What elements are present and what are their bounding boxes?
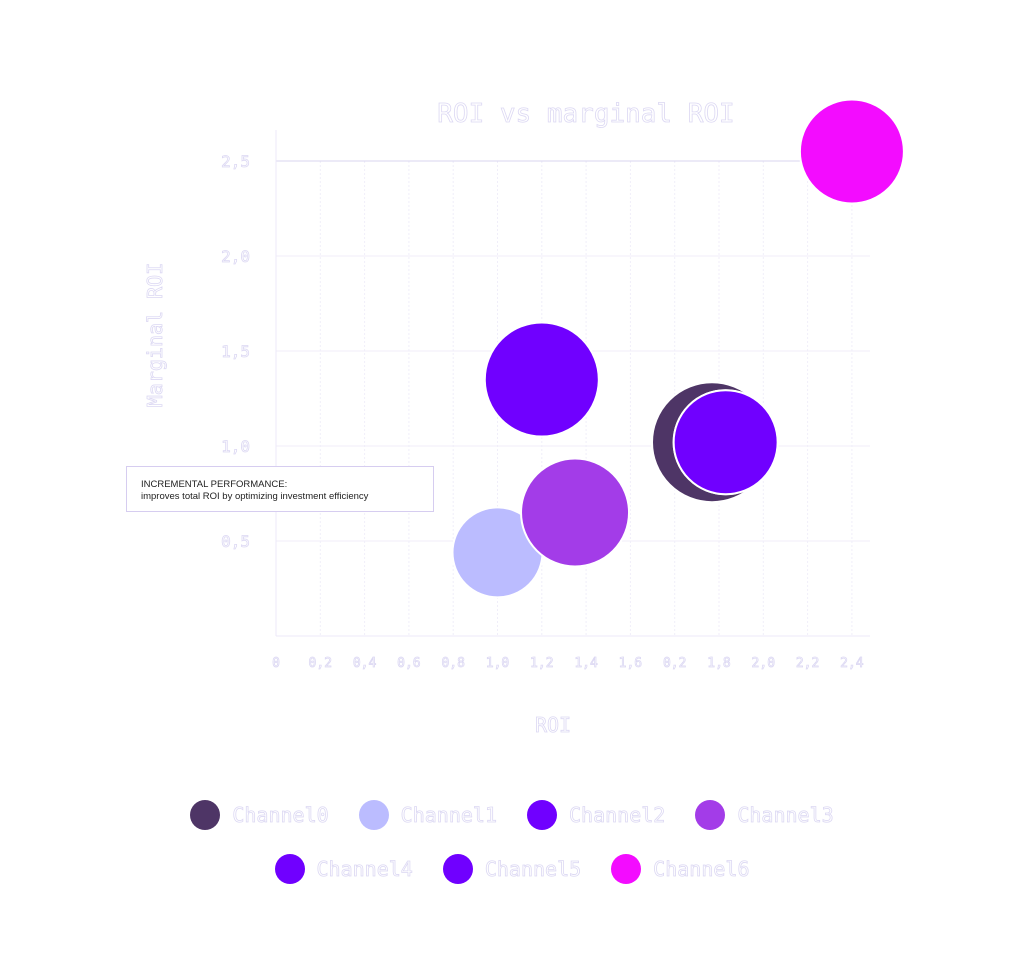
x-tick-label: 1,2 <box>530 656 553 671</box>
legend-item-channel0[interactable]: Channel0 <box>190 800 329 830</box>
bubble-channel5[interactable] <box>672 389 779 496</box>
annotation-title: INCREMENTAL PERFORMANCE: <box>141 479 288 490</box>
x-tick-label: 2,4 <box>840 656 864 671</box>
x-tick-label: 1,4 <box>574 656 598 671</box>
x-tick-label: 1,8 <box>707 656 730 671</box>
y-tick-label: 1,5 <box>221 342 250 361</box>
legend-marker-icon <box>442 854 473 884</box>
legend-label: Channel6 <box>653 857 750 882</box>
legend-row-1: Channel0 Channel1 Channel2 Channel3 <box>0 800 1024 830</box>
legend-marker-icon <box>695 800 726 830</box>
legend-item-channel6[interactable]: Channel6 <box>611 854 750 884</box>
legend-marker-icon <box>527 800 557 830</box>
x-tick-label: 0,2 <box>663 656 686 671</box>
legend-marker-icon <box>190 800 221 830</box>
x-tick-label: 0,8 <box>441 656 464 671</box>
x-tick-label: 2,2 <box>796 656 819 671</box>
y-tick-label: 2,0 <box>221 247 250 266</box>
legend-item-channel4[interactable]: Channel4 <box>274 854 413 884</box>
legend-label: Channel2 <box>569 803 666 828</box>
x-axis-label: ROI <box>535 713 571 737</box>
annotation-text: improves total ROI by optimizing investm… <box>141 491 369 502</box>
y-tick-label: 1,0 <box>221 437 250 456</box>
y-ticks: 0,5 1,0 1,5 2,0 2,5 <box>221 152 251 552</box>
legend-label: Channel1 <box>400 803 497 828</box>
legend-label: Channel0 <box>232 803 329 828</box>
x-tick-label: 0 <box>272 656 280 671</box>
legend-label: Channel4 <box>316 857 413 882</box>
x-tick-label: 1,6 <box>619 656 642 671</box>
y-axis-label: Marginal ROI <box>143 263 167 408</box>
legend-item-channel1[interactable]: Channel1 <box>358 800 497 830</box>
legend-marker-icon <box>358 800 389 830</box>
x-tick-label: 2,0 <box>752 656 775 671</box>
y-tick-label: 2,5 <box>221 152 250 171</box>
legend-marker-icon <box>611 854 642 884</box>
x-tick-label: 0,4 <box>353 656 377 671</box>
chart-title: ROI vs marginal ROI <box>437 99 734 129</box>
x-tick-label: 1,0 <box>486 656 509 671</box>
legend-label: Channel3 <box>737 803 834 828</box>
x-tick-label: 0,2 <box>309 656 332 671</box>
x-ticks: 0 0,2 0,4 0,6 0,8 1,0 1,2 1,4 1,6 0,2 1,8 2,0 2,2 2,4 <box>272 656 865 672</box>
legend-item-channel3[interactable]: Channel3 <box>695 800 834 830</box>
bubble-channel3[interactable] <box>520 457 631 568</box>
bubbles <box>451 98 905 599</box>
legend-marker-icon <box>274 854 305 884</box>
x-tick-label: 0,6 <box>397 656 420 671</box>
legend-item-channel5[interactable]: Channel5 <box>442 854 582 884</box>
legend-row-2: Channel4 Channel5 Channel6 <box>0 854 1024 884</box>
bubble-channel6[interactable] <box>798 98 905 205</box>
annotation-tooltip: INCREMENTAL PERFORMANCE: improves total … <box>126 466 434 512</box>
legend-label: Channel5 <box>484 857 582 882</box>
y-tick-label: 0,5 <box>221 532 250 551</box>
legend-item-channel2[interactable]: Channel2 <box>527 800 666 830</box>
bubble-channel2[interactable] <box>483 321 600 438</box>
